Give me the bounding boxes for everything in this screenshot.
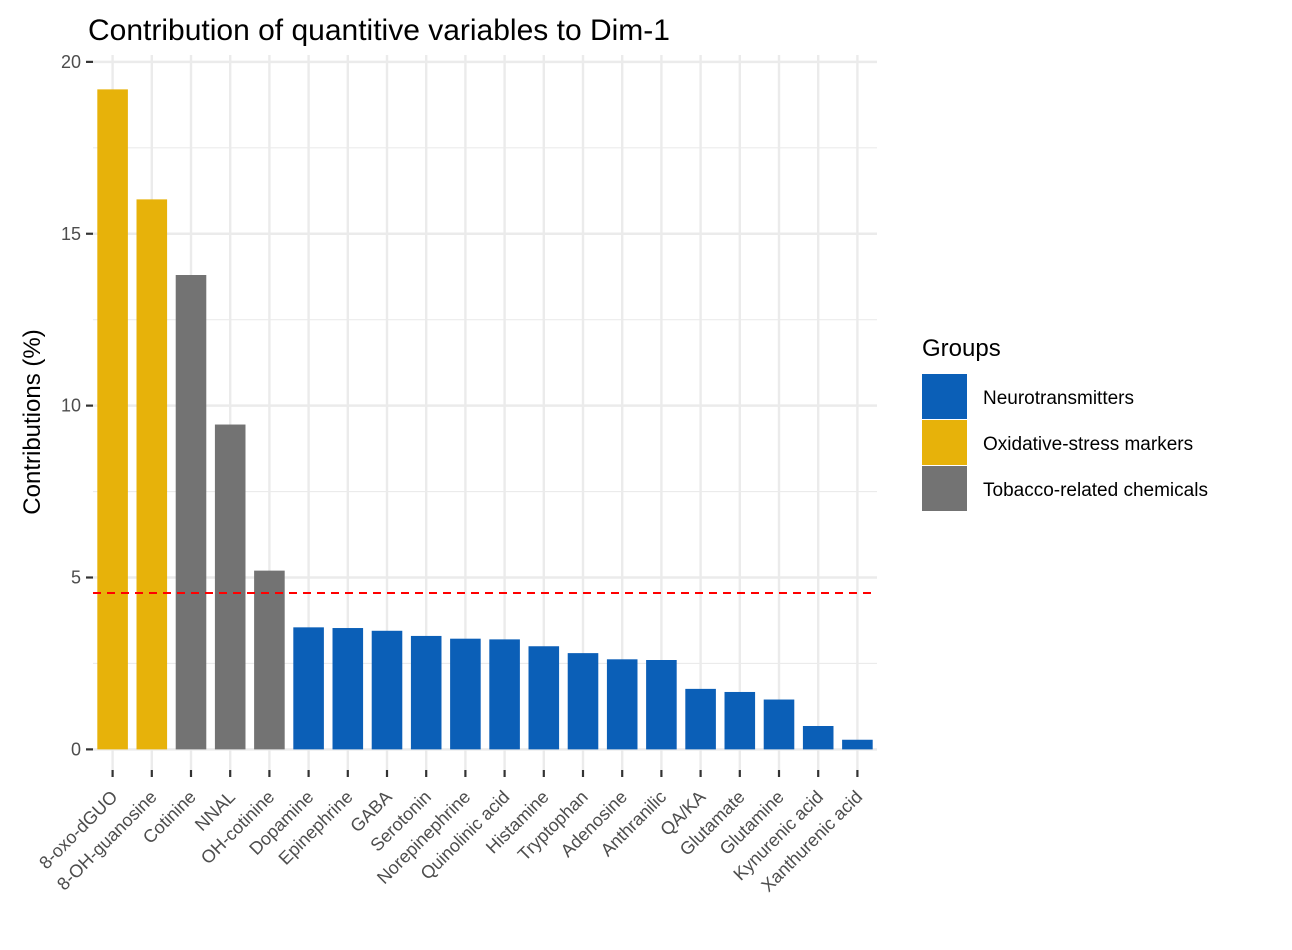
y-tick-label: 15 [61, 224, 81, 244]
bar [293, 627, 324, 750]
legend: Groups Neurotransmitters Oxidative-stress… [922, 335, 1208, 511]
bar [97, 89, 128, 750]
bar [646, 660, 677, 750]
bar [606, 659, 638, 750]
bar [214, 424, 246, 750]
bar [136, 199, 168, 750]
x-axis: 8-oxo-dGUO8-OH-guanosineCotinineNNALOH-c… [35, 770, 866, 896]
bar [175, 275, 207, 750]
y-tick-label: 20 [61, 52, 81, 72]
bar [254, 570, 285, 750]
bar [450, 638, 481, 750]
legend-swatch [922, 374, 967, 419]
y-axis-title: Contributions (%) [19, 329, 46, 514]
bar [685, 688, 716, 750]
bar [528, 646, 560, 750]
bar [332, 628, 364, 750]
bar [724, 691, 756, 750]
bar [489, 639, 520, 750]
legend-label: Neurotransmitters [983, 388, 1134, 409]
bar [842, 739, 873, 750]
chart-title: Contribution of quantitive variables to … [88, 14, 670, 47]
grid-lines [93, 55, 877, 770]
legend-title: Groups [922, 335, 1001, 362]
legend-label: Oxidative-stress markers [983, 434, 1193, 455]
legend-swatch [922, 420, 967, 465]
bar [410, 635, 442, 750]
legend-swatch [922, 466, 967, 511]
bar [802, 726, 834, 750]
y-tick-label: 0 [71, 739, 81, 759]
bar [371, 630, 403, 750]
y-tick-label: 10 [61, 396, 81, 416]
bar [567, 653, 599, 750]
legend-label: Tobacco-related chemicals [983, 480, 1208, 501]
y-tick-label: 5 [71, 568, 81, 588]
bar [763, 699, 795, 750]
bars [97, 89, 873, 750]
y-axis: 0 5 10 15 20 [61, 52, 93, 759]
